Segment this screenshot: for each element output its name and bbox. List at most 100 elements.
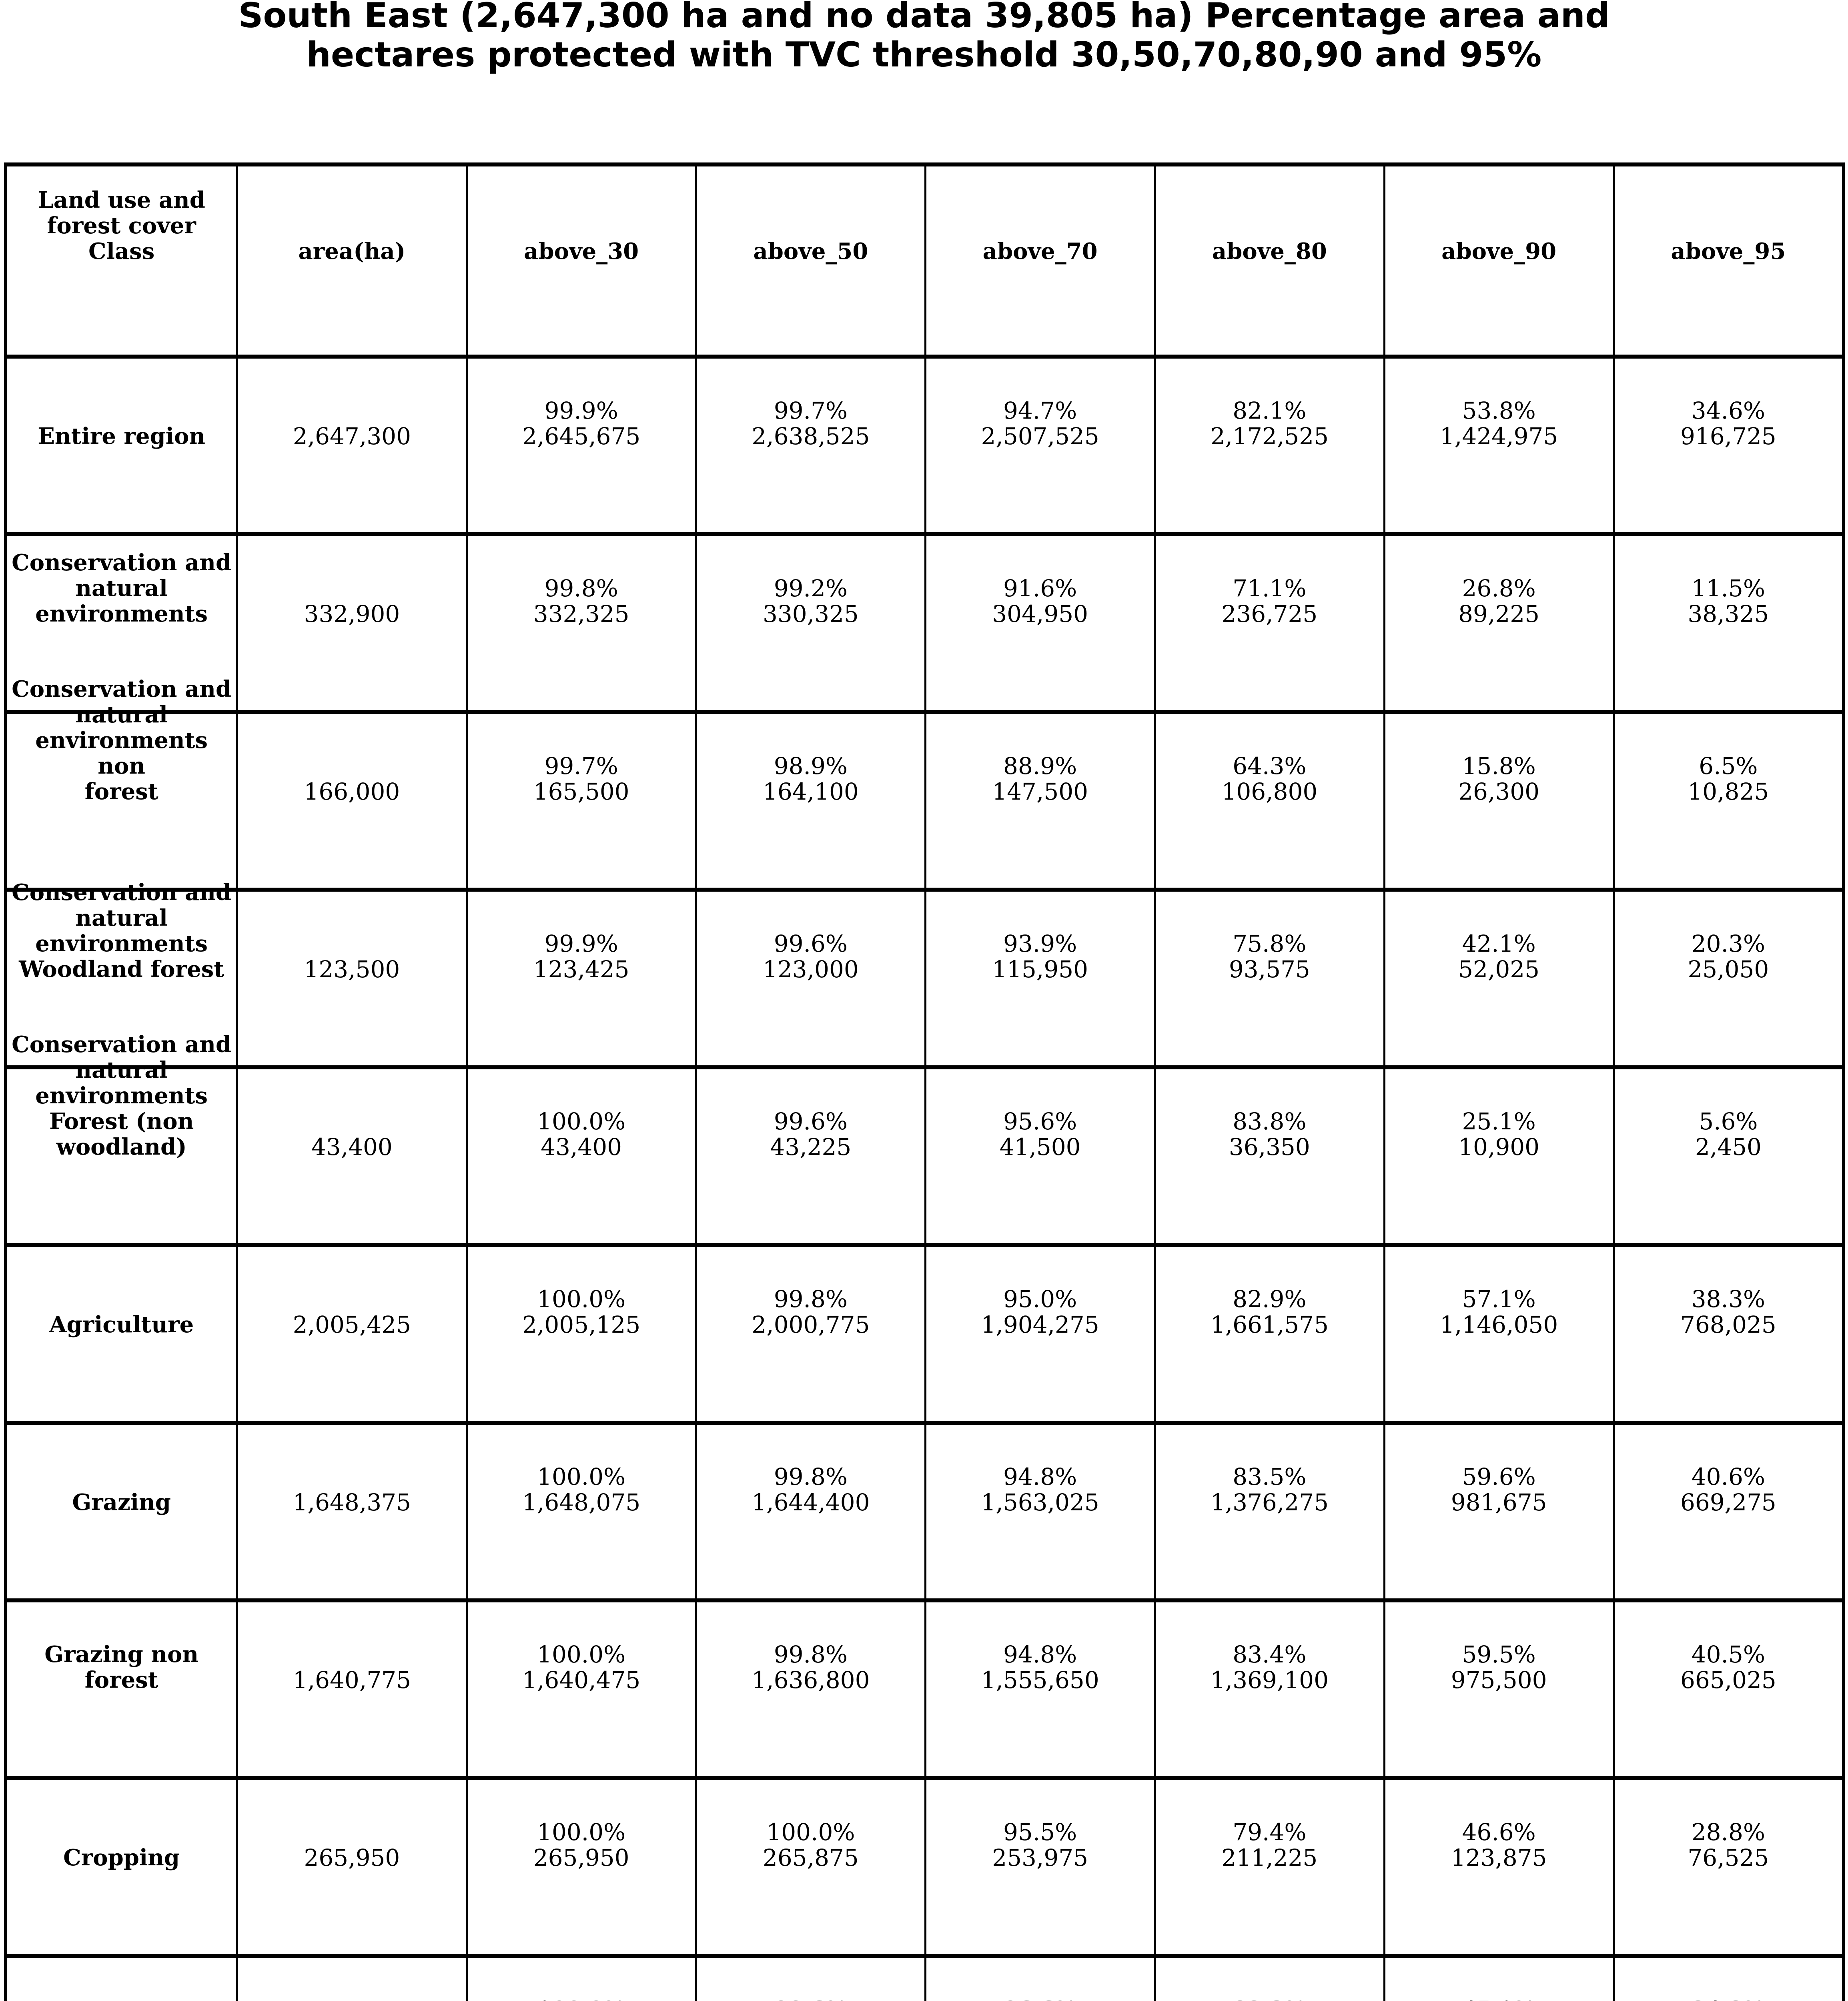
- pct-value: 34.6%: [1691, 397, 1765, 424]
- threshold-cell: 59.5% 975,500: [1383, 1602, 1613, 1776]
- pct-value: 99.8%: [774, 1640, 848, 1668]
- pct-value: 95.5%: [1003, 1818, 1077, 1846]
- pct-value: 40.6%: [1691, 1463, 1765, 1490]
- threshold-cell: 93.9% 115,950: [924, 892, 1154, 1065]
- pct-value: 71.1%: [1233, 574, 1307, 602]
- pct-value: 94.8%: [1003, 1463, 1077, 1490]
- threshold-cell: 94.8% 1,563,025: [924, 1425, 1154, 1598]
- row-label-cell: Conservation and natural environments: [7, 536, 236, 710]
- ha-value: 1,904,275: [981, 1311, 1099, 1338]
- threshold-cell: 40.5% 665,025: [1612, 1602, 1842, 1776]
- pct-value: 94.8%: [1003, 1640, 1077, 1668]
- ha-value: 165,500: [533, 778, 629, 805]
- pct-value: 99.9%: [544, 397, 618, 424]
- pct-value: 99.7%: [544, 752, 618, 780]
- header-label: above_70: [982, 238, 1098, 265]
- pct-value: 83.4%: [1233, 1640, 1307, 1668]
- threshold-cell: 100.0% 2,005,125: [465, 1247, 695, 1421]
- ha-value: 1,376,275: [1210, 1488, 1329, 1516]
- pct-value: 38.3%: [1691, 1285, 1765, 1313]
- pct-value: 6.5%: [1699, 752, 1758, 780]
- threshold-cell: 71.1% 236,725: [1154, 536, 1383, 710]
- area-value: 166,000: [304, 778, 400, 805]
- threshold-cell: 96.6%86,475: [924, 1958, 1154, 2001]
- pct-value: 93.9%: [1003, 930, 1077, 957]
- pct-value: 11.5%: [1691, 574, 1765, 602]
- header-label: above_30: [524, 238, 639, 265]
- ha-value: 1,648,075: [522, 1488, 641, 1516]
- pct-value: 59.6%: [1462, 1463, 1536, 1490]
- row-label: Conservation and natural environments: [12, 549, 232, 627]
- page-title: South East (2,647,300 ha and no data 39,…: [238, 0, 1610, 75]
- row-label-cell: Grazing: [7, 1425, 236, 1598]
- pct-value: 83.8%: [1233, 1107, 1307, 1135]
- row-label: Agriculture: [49, 1311, 194, 1338]
- pct-value: 82.3%: [1233, 1996, 1306, 2001]
- ha-value: 76,525: [1688, 1844, 1769, 1871]
- ha-value: 330,325: [762, 600, 859, 628]
- threshold-cell: 45.1%40,400: [1383, 1958, 1613, 2001]
- ha-value: 2,000,775: [752, 1311, 870, 1338]
- ha-value: 164,100: [762, 778, 859, 805]
- threshold-cell: 59.6% 981,675: [1383, 1425, 1613, 1598]
- threshold-cell: 94.8% 1,555,650: [924, 1602, 1154, 1776]
- area-cell: 1,648,375: [236, 1425, 465, 1598]
- pct-value: 99.9%: [544, 930, 618, 957]
- pct-value: 99.2%: [774, 574, 848, 602]
- pct-value: 15.8%: [1462, 752, 1536, 780]
- threshold-cell: 99.8% 1,644,400: [695, 1425, 924, 1598]
- ha-value: 253,975: [992, 1844, 1088, 1871]
- area-cell: 265,950: [236, 1780, 465, 1954]
- threshold-cell: 25.1% 10,900: [1383, 1069, 1613, 1243]
- pct-value: 75.8%: [1233, 930, 1307, 957]
- ha-value: 1,146,050: [1440, 1311, 1558, 1338]
- pct-value: 82.1%: [1233, 397, 1307, 424]
- ha-value: 43,400: [541, 1133, 622, 1161]
- area-value: 265,950: [304, 1844, 400, 1871]
- ha-value: 123,000: [762, 955, 859, 983]
- row-label: Conservation and natural environments no…: [12, 676, 232, 805]
- ha-value: 1,661,575: [1210, 1311, 1329, 1338]
- table-row-conservation-woodland: Conservation and natural environments Wo…: [7, 880, 1842, 1065]
- header-cell-above-70: above_70: [924, 166, 1154, 355]
- threshold-cell: 83.5% 1,376,275: [1154, 1425, 1383, 1598]
- row-label: Conservation and natural environments Wo…: [12, 879, 232, 982]
- area-value: 2,005,425: [293, 1311, 411, 1338]
- pct-value: 25.1%: [1462, 1107, 1536, 1135]
- threshold-cell: 100.0% 265,875: [695, 1780, 924, 1954]
- threshold-cell: 83.4% 1,369,100: [1154, 1602, 1383, 1776]
- ha-value: 2,450: [1695, 1133, 1762, 1161]
- threshold-cell: 99.7% 165,500: [465, 714, 695, 888]
- row-label-cell: Entire region: [7, 359, 236, 532]
- threshold-cell: 99.8% 2,000,775: [695, 1247, 924, 1421]
- threshold-cell: 82.3%73,700: [1154, 1958, 1383, 2001]
- threshold-cell: 99.6% 123,000: [695, 892, 924, 1065]
- header-label: Land use and forest cover Class: [38, 187, 205, 265]
- ha-value: 2,172,525: [1210, 422, 1329, 450]
- threshold-cell: 100.0% 1,648,075: [465, 1425, 695, 1598]
- pct-value: 20.3%: [1691, 930, 1765, 957]
- area-value: 123,500: [304, 955, 400, 983]
- header-cell-above-95: above_95: [1612, 166, 1842, 355]
- pct-value: 83.5%: [1233, 1463, 1307, 1490]
- pct-value: 24.8%: [1692, 1996, 1765, 2001]
- pct-value: 88.9%: [1003, 752, 1077, 780]
- area-cell: 89,550: [236, 1958, 465, 2001]
- pct-value: 57.1%: [1462, 1285, 1536, 1313]
- pct-value: 95.0%: [1003, 1285, 1077, 1313]
- ha-value: 38,325: [1688, 600, 1769, 628]
- ha-value: 2,507,525: [981, 422, 1099, 450]
- header-label: area(ha): [298, 238, 406, 265]
- threshold-cell: 95.6% 41,500: [924, 1069, 1154, 1243]
- table-row-conservation-non-forest: Conservation and natural environments no…: [7, 676, 1842, 888]
- ha-value: 10,900: [1458, 1133, 1540, 1161]
- area-value: 43,400: [311, 1133, 393, 1161]
- pct-value: 99.6%: [774, 1996, 848, 2001]
- header-label: above_90: [1441, 238, 1557, 265]
- table-row-conservation-forest-non-woodland: Conservation and natural environments Fo…: [7, 1032, 1842, 1243]
- header-cell-above-80: above_80: [1154, 166, 1383, 355]
- threshold-cell: 98.9% 164,100: [695, 714, 924, 888]
- pct-value: 91.6%: [1003, 574, 1077, 602]
- table-row-agriculture: Agriculture 2,005,425 100.0% 2,005,125 99…: [7, 1243, 1842, 1421]
- ha-value: 1,424,975: [1440, 422, 1558, 450]
